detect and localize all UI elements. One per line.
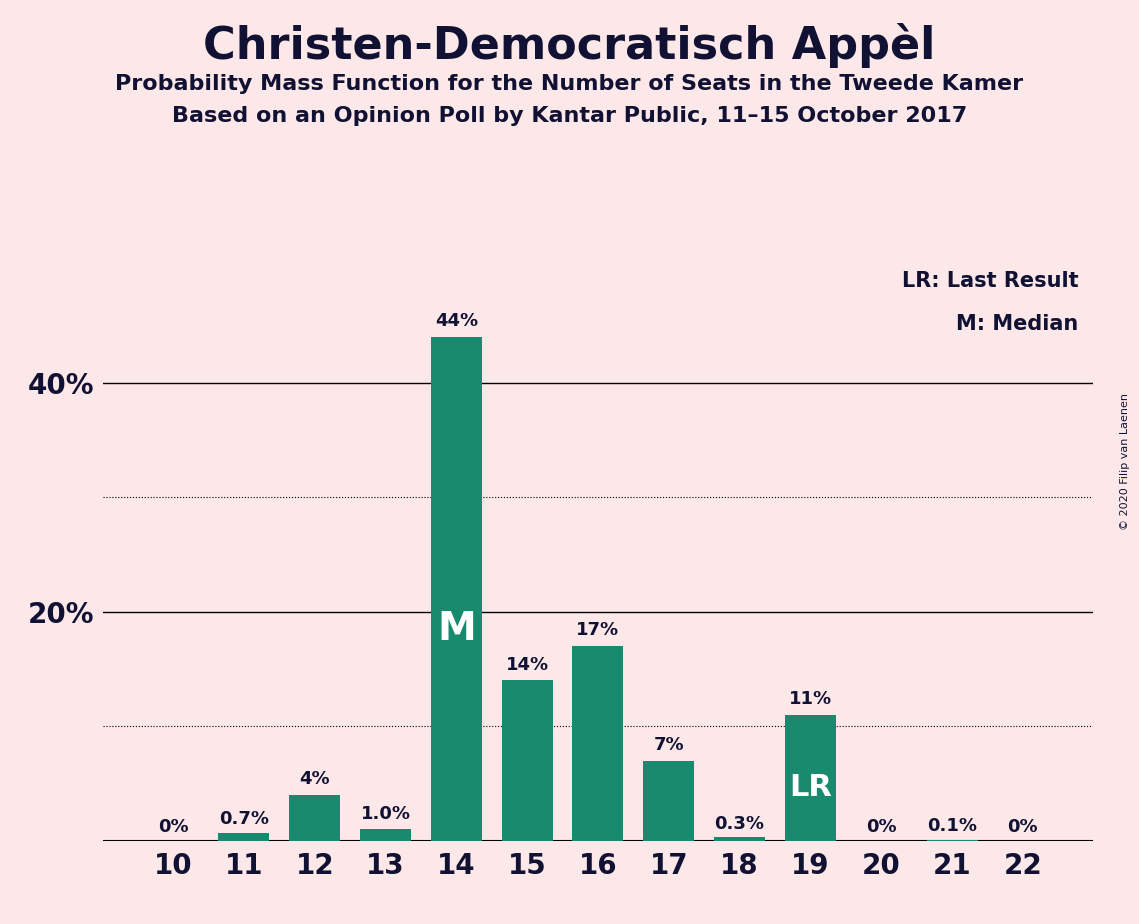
Bar [785,715,836,841]
Bar [714,837,765,841]
Text: LR: LR [789,773,831,802]
Bar [927,840,977,841]
Text: M: M [437,610,476,648]
Text: 0.7%: 0.7% [219,810,269,828]
Text: 0%: 0% [1008,819,1039,836]
Text: LR: Last Result: LR: Last Result [902,271,1079,291]
Text: 11%: 11% [789,690,831,708]
Bar [289,795,341,841]
Bar [219,833,269,841]
Text: 0.1%: 0.1% [927,817,977,835]
Text: 1.0%: 1.0% [361,805,410,822]
Bar [431,336,482,841]
Bar [501,680,552,841]
Text: Probability Mass Function for the Number of Seats in the Tweede Kamer: Probability Mass Function for the Number… [115,74,1024,94]
Bar [360,830,411,841]
Text: Based on an Opinion Poll by Kantar Public, 11–15 October 2017: Based on an Opinion Poll by Kantar Publi… [172,106,967,127]
Bar [644,760,695,841]
Text: 7%: 7% [654,736,685,754]
Text: 17%: 17% [576,621,620,639]
Text: 44%: 44% [435,311,478,330]
Text: M: Median: M: Median [957,314,1079,334]
Bar [573,646,623,841]
Text: 14%: 14% [506,655,549,674]
Text: 4%: 4% [300,770,330,788]
Text: 0%: 0% [157,819,188,836]
Text: Christen-Democratisch Appèl: Christen-Democratisch Appèl [204,23,935,68]
Text: 0%: 0% [866,819,896,836]
Text: 0.3%: 0.3% [714,815,764,833]
Text: © 2020 Filip van Laenen: © 2020 Filip van Laenen [1120,394,1130,530]
